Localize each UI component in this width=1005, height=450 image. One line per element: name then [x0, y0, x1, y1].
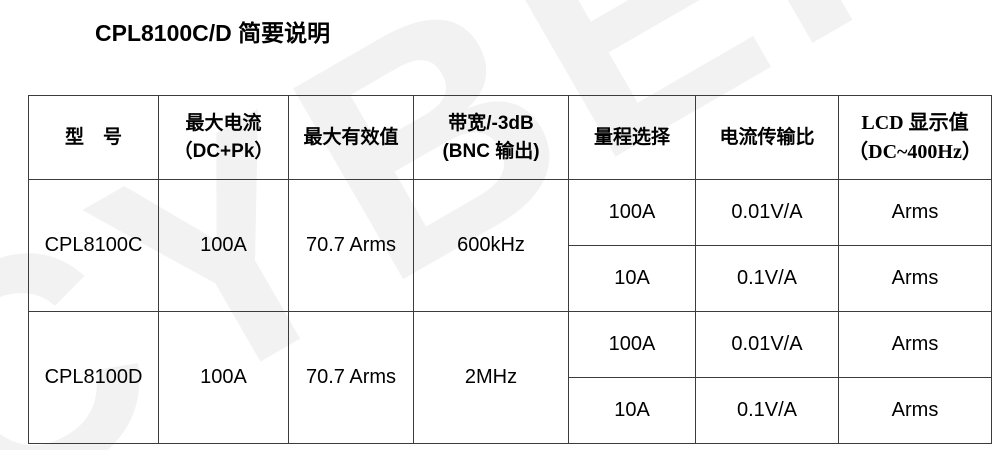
col-header-max-current: 最大电流 （DC+Pk） — [158, 95, 289, 180]
range-cell: 100A — [568, 179, 696, 246]
col-header-range: 量程选择 — [568, 95, 696, 180]
ratio-cell: 0.01V/A — [695, 311, 839, 378]
table-row: 10A 0.1V/A Arms — [29, 245, 992, 312]
ratio-cell: 0.1V/A — [695, 377, 839, 444]
max-current-cell: 100A — [158, 311, 289, 444]
header-row: 型 号 最大电流 （DC+Pk） 最大有效值 带宽/-3dB (BNC 输出) … — [28, 95, 992, 180]
lcd-cell: Arms — [838, 311, 992, 378]
lcd-cell: Arms — [838, 245, 992, 312]
range-cell: 10A — [568, 245, 696, 312]
col-header-bandwidth: 带宽/-3dB (BNC 输出) — [413, 95, 569, 180]
ratio-cell: 0.1V/A — [695, 245, 839, 312]
range-cell: 100A — [568, 311, 696, 378]
bandwidth-cell: 2MHz — [413, 311, 569, 444]
col-header-lcd: LCD 显示值 （DC~400Hz） — [838, 95, 992, 180]
lcd-cell: Arms — [838, 179, 992, 246]
max-rms-cell: 70.7 Arms — [288, 179, 414, 312]
col-header-model: 型 号 — [28, 95, 159, 180]
lcd-cell: Arms — [838, 377, 992, 444]
model-cell: CPL8100C — [28, 179, 159, 312]
table-row: CPL8100C 100A 70.7 Arms 600kHz 100A 0.01… — [28, 179, 992, 312]
table-row: 10A 0.1V/A Arms — [29, 377, 992, 444]
ratio-cell: 0.01V/A — [695, 179, 839, 246]
col-header-ratio: 电流传输比 — [695, 95, 839, 180]
max-rms-cell: 70.7 Arms — [288, 311, 414, 444]
model-cell: CPL8100D — [28, 311, 159, 444]
spec-table: 型 号 最大电流 （DC+Pk） 最大有效值 带宽/-3dB (BNC 输出) … — [28, 95, 992, 444]
max-current-cell: 100A — [158, 179, 289, 312]
col-header-max-rms: 最大有效值 — [288, 95, 414, 180]
bandwidth-cell: 600kHz — [413, 179, 569, 312]
range-cell: 10A — [568, 377, 696, 444]
page-title: CPL8100C/D 简要说明 — [95, 20, 331, 46]
table-row: CPL8100D 100A 70.7 Arms 2MHz 100A 0.01V/… — [28, 311, 992, 444]
